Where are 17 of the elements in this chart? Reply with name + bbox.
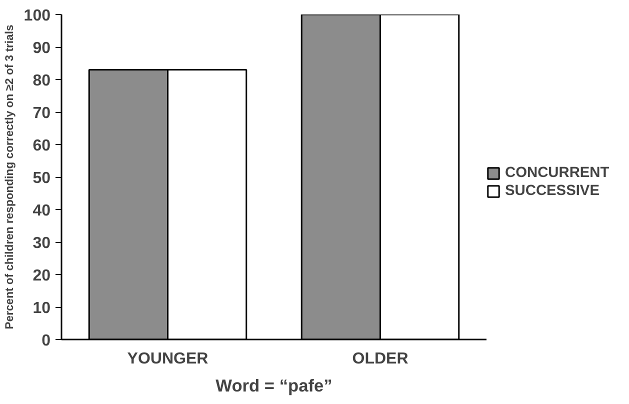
x-axis-title: Word = “pafe” — [216, 376, 332, 396]
y-axis-title: Percent of children responding correctly on ≥2 of 3 trials — [4, 24, 16, 330]
y-tick-label: 10 — [32, 300, 51, 317]
y-tick-label: 30 — [32, 235, 51, 252]
y-tick-label: 40 — [32, 202, 51, 220]
y-tick-label: 70 — [32, 105, 51, 122]
y-tick-label: 20 — [32, 268, 51, 284]
y-tick-label: 60 — [32, 138, 51, 154]
y-tick-label: 90 — [32, 40, 51, 57]
legend-label: CONCURRENT — [505, 165, 610, 181]
legend-label: SUCCESSIVE — [505, 183, 600, 199]
y-tick-label: 80 — [32, 72, 51, 90]
y-tick-label: 0 — [42, 332, 51, 350]
x-tick-label: OLDER — [352, 350, 409, 368]
y-tick-label: 100 — [24, 8, 51, 24]
x-tick-label: YOUNGER — [127, 350, 209, 368]
y-tick-label: 50 — [32, 170, 51, 187]
